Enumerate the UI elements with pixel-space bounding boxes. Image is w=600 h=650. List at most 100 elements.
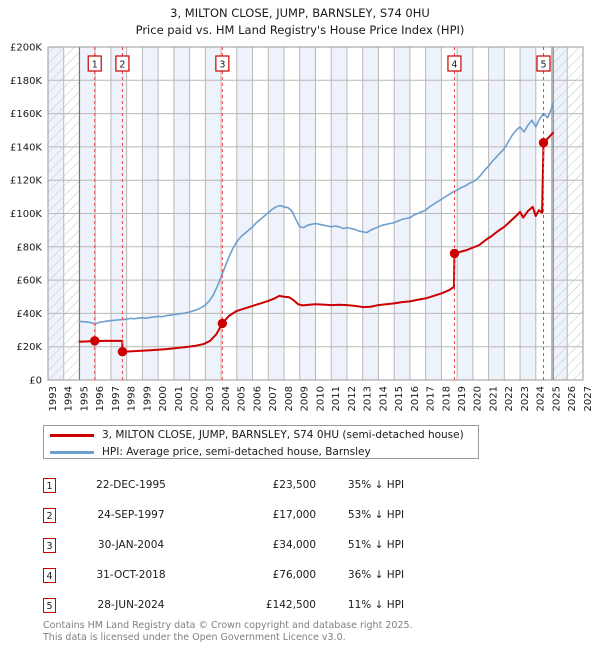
x-axis-tick-label: 2006	[252, 386, 263, 411]
y-axis-labels: £0 £20K £40K £60K £80K £100K £120K £140K £160K £1…	[10, 43, 42, 387]
x-axis-tick-label: 2016	[410, 386, 421, 411]
transaction-date: 30-JAN-2004	[97, 539, 165, 551]
x-axis-tick-label: 2008	[284, 386, 295, 411]
no-data-hatching	[47, 46, 584, 381]
x-axis-tick-label: 2005	[237, 386, 248, 411]
marker-badge-box	[115, 55, 130, 72]
x-axis-tick-label: 1993	[48, 386, 59, 411]
x-axis-tick-label: 2002	[189, 386, 200, 411]
y-axis-tick-label: £200K	[10, 43, 42, 54]
transaction-price: £76,000	[272, 569, 316, 581]
y-axis-tick-label: £60K	[16, 276, 42, 287]
x-axis-labels: 1993 1994 1995 1996 1997 1998 1999 2000 2001 2002…	[48, 386, 594, 411]
x-axis-tick-label: 2009	[300, 386, 311, 411]
marker-badge-box	[447, 55, 462, 72]
chart-area: £0 £20K £40K £60K £80K £100K £120K £140K £160K £1…	[0, 42, 600, 412]
marker-badge-number: 5	[540, 60, 546, 71]
x-axis-tick-label: 2027	[583, 386, 594, 411]
x-axis-tick-label: 2020	[473, 386, 484, 411]
x-axis-tick-label: 1997	[111, 386, 122, 411]
transaction-price: £142,500	[265, 599, 316, 611]
y-axis-tick-label: £100K	[10, 209, 42, 220]
y-axis-tick-label: £80K	[16, 242, 42, 253]
x-axis-tick-label: 2023	[520, 386, 531, 411]
y-axis-tick-label: £20K	[16, 342, 42, 353]
marker-badge-number: 3	[219, 60, 225, 71]
footer-line-licence: This data is licensed under the Open Gov…	[43, 632, 346, 643]
x-axis-tick-label: 2010	[315, 386, 326, 411]
legend-swatch-price-paid	[50, 433, 94, 437]
marker-badge: 4	[43, 567, 56, 583]
x-axis-tick-label: 1998	[127, 386, 138, 411]
marker-badges: 1 2 3 4 5	[87, 55, 551, 72]
page-title: 3, MILTON CLOSE, JUMP, BARNSLEY, S74 0HU	[170, 6, 430, 20]
x-axis-tick-label: 2018	[441, 386, 452, 411]
x-axis-tick-label: 2011	[331, 386, 342, 411]
marker-badge: 2	[43, 507, 56, 523]
transaction-hpi-delta: 11% ↓ HPI	[347, 599, 405, 611]
marker-badge: 1	[43, 477, 56, 493]
page-subtitle: Price paid vs. HM Land Registry's House …	[135, 23, 465, 37]
marker-badge-number: 2	[119, 60, 125, 71]
marker-badge-number: 4	[451, 60, 457, 71]
chart-titles: 3, MILTON CLOSE, JUMP, BARNSLEY, S74 0HU…	[0, 0, 600, 39]
x-axis-tick-label: 2014	[378, 386, 389, 411]
footer-line-copyright: Contains HM Land Registry data © Crown c…	[43, 620, 413, 631]
x-axis-tick-label: 2019	[457, 386, 468, 411]
transaction-hpi-delta: 53% ↓ HPI	[347, 509, 405, 521]
transaction-date: 31-OCT-2018	[96, 569, 166, 581]
x-axis-tick-label: 2003	[205, 386, 216, 411]
transaction-price: £23,500	[272, 479, 316, 491]
x-axis-tick-label: 2024	[536, 386, 547, 411]
x-axis-tick-label: 2000	[158, 386, 169, 411]
x-axis-tick-label: 2007	[268, 386, 279, 411]
x-axis-tick-label: 1996	[95, 386, 106, 411]
x-axis-tick-label: 2026	[567, 386, 578, 411]
legend-label-price-paid: 3, MILTON CLOSE, JUMP, BARNSLEY, S74 0HU…	[102, 429, 464, 441]
marker-badge-box	[215, 55, 230, 72]
transaction-date: 28-JUN-2024	[97, 599, 165, 611]
transaction-hpi-delta: 51% ↓ HPI	[347, 539, 405, 551]
marker-badge-box	[536, 55, 551, 72]
legend-swatch-hpi	[50, 450, 94, 454]
chart-legend: 3, MILTON CLOSE, JUMP, BARNSLEY, S74 0HU…	[43, 425, 479, 459]
footer-attribution: Contains HM Land Registry data © Crown c…	[43, 620, 563, 644]
x-axis-tick-label: 1994	[64, 386, 75, 411]
transaction-date: 24-SEP-1997	[97, 509, 165, 521]
x-axis-tick-label: 2001	[174, 386, 185, 411]
y-axis-tick-label: £40K	[16, 309, 42, 320]
x-axis-tick-label: 2021	[488, 386, 499, 411]
legend-item-hpi: HPI: Average price, semi-detached house,…	[44, 444, 478, 460]
transaction-date: 22-DEC-1995	[96, 479, 166, 491]
marker-badge-number: 1	[92, 60, 98, 71]
y-axis-tick-label: £0	[29, 376, 42, 387]
x-axis-tick-label: 2013	[363, 386, 374, 411]
x-axis-tick-label: 2012	[347, 386, 358, 411]
transaction-hpi-delta: 36% ↓ HPI	[347, 569, 405, 581]
marker-badge: 5	[43, 597, 56, 613]
x-axis-tick-label: 2004	[221, 386, 232, 411]
x-axis-tick-label: 1995	[79, 386, 90, 411]
transaction-price: £17,000	[272, 509, 316, 521]
y-axis-tick-label: £160K	[10, 109, 42, 120]
table-row: 5 28-JUN-2024 £142,500 11% ↓ HPI	[43, 590, 513, 620]
transaction-hpi-delta: 35% ↓ HPI	[347, 479, 405, 491]
x-axis-tick-label: 2022	[504, 386, 515, 411]
table-row: 4 31-OCT-2018 £76,000 36% ↓ HPI	[43, 560, 513, 590]
transaction-points	[90, 138, 549, 357]
legend-item-price-paid: 3, MILTON CLOSE, JUMP, BARNSLEY, S74 0HU…	[44, 427, 478, 443]
transactions-table: 1 22-DEC-1995 £23,500 35% ↓ HPI 2 24-SEP-1997…	[43, 470, 513, 620]
x-axis-tick-label: 1999	[142, 386, 153, 411]
table-row: 3 30-JAN-2004 £34,000 51% ↓ HPI	[43, 530, 513, 560]
series-lines	[78, 101, 555, 353]
legend-label-hpi: HPI: Average price, semi-detached house,…	[102, 446, 371, 458]
marker-badge-box	[87, 55, 102, 72]
table-row: 1 22-DEC-1995 £23,500 35% ↓ HPI	[43, 470, 513, 500]
transaction-price: £34,000	[272, 539, 316, 551]
y-axis-tick-label: £180K	[10, 76, 42, 87]
y-axis-tick-label: £140K	[10, 142, 42, 153]
marker-badge: 3	[43, 537, 56, 553]
x-axis-tick-label: 2025	[551, 386, 562, 411]
x-axis-tick-label: 2017	[426, 386, 437, 411]
table-row: 2 24-SEP-1997 £17,000 53% ↓ HPI	[43, 500, 513, 530]
